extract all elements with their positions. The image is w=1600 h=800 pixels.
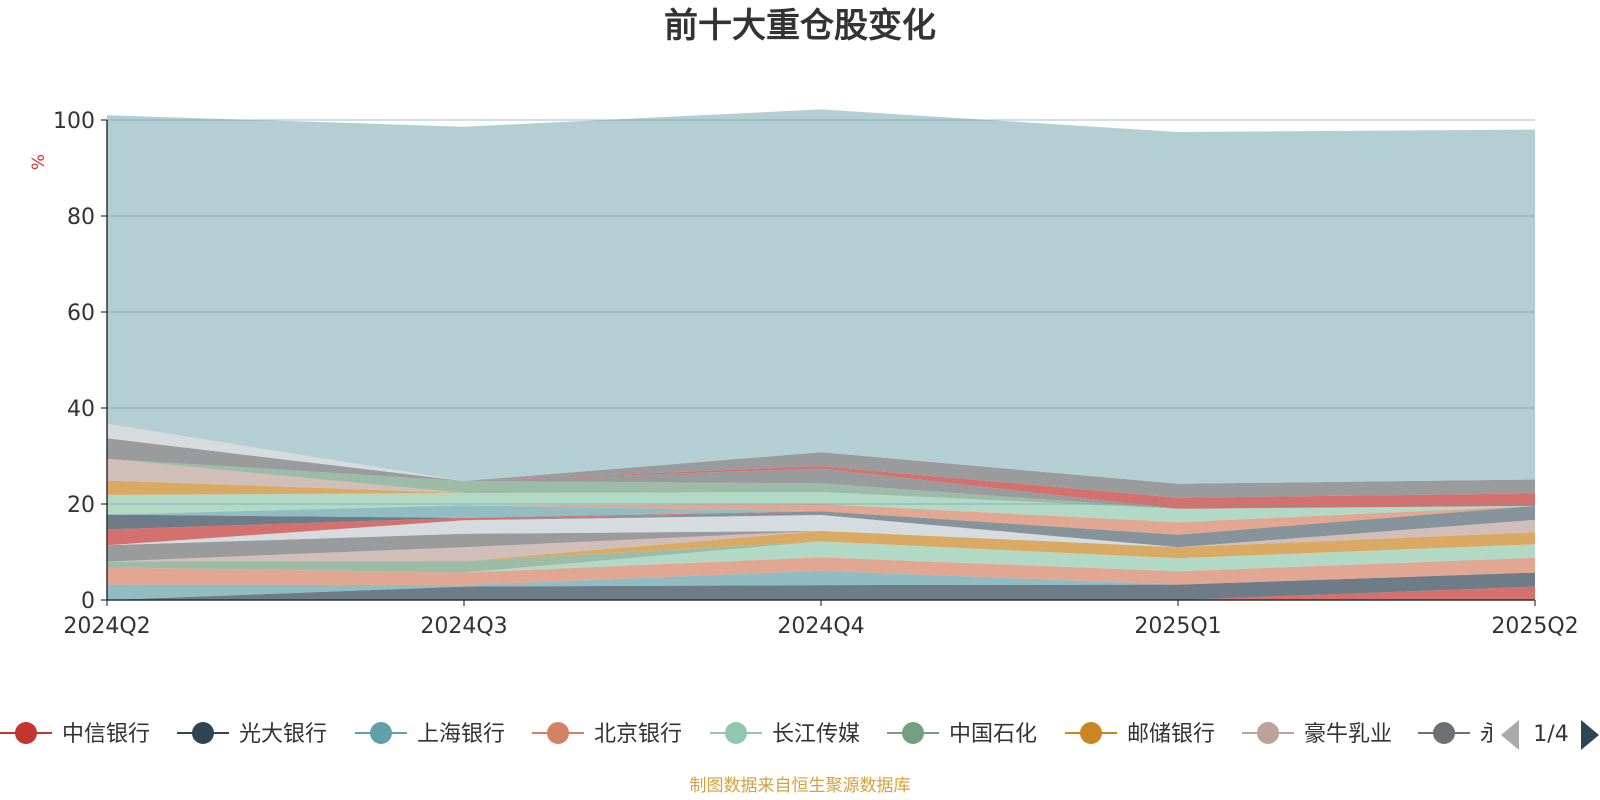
area-其他 xyxy=(107,109,1535,484)
legend-item[interactable]: 长江传媒 xyxy=(710,722,860,747)
y-axis-unit: % xyxy=(29,154,49,170)
legend-item[interactable]: 北京银行 xyxy=(532,722,682,747)
legend-label: 上海银行 xyxy=(417,722,505,747)
legend-dot-marker xyxy=(1257,722,1279,744)
x-tick-label: 2024Q3 xyxy=(420,614,507,639)
x-tick-label: 2025Q2 xyxy=(1491,614,1578,639)
legend-dot-marker xyxy=(1433,722,1455,744)
area-中国石化 xyxy=(107,541,1535,573)
legend-dot-marker xyxy=(370,722,392,744)
legend-dot-marker xyxy=(547,722,569,744)
legend-label: 光大银行 xyxy=(239,722,327,747)
area-北京银行 xyxy=(107,557,1535,586)
area-长江传媒 xyxy=(107,541,1535,573)
area-其他七 xyxy=(107,504,1535,535)
legend-label: 中国石化 xyxy=(949,722,1037,747)
legend-label: 豪牛乳业 xyxy=(1304,722,1392,747)
legend-item[interactable]: 永 xyxy=(1418,722,1502,747)
axes: 0 20 40 60 80 100 2024Q2 2024Q3 2024Q4 2025Q1 2025… xyxy=(53,109,1579,639)
legend-dot-marker xyxy=(15,722,37,744)
legend-label: 长江传媒 xyxy=(772,722,860,747)
legend: 中信银行 光大银行 上海银行 北京银行 长江传媒 中国石化 邮储银行 豪牛乳业 永 1/4 xyxy=(0,720,1599,750)
area-中信银行 xyxy=(107,586,1535,600)
area-其他十四 xyxy=(107,423,1535,509)
area-其他二 xyxy=(107,515,1535,548)
y-tick-label: 20 xyxy=(67,493,95,518)
y-tick-label: 40 xyxy=(67,397,95,422)
legend-prev-page-icon[interactable] xyxy=(1501,720,1519,750)
y-tick-label: 0 xyxy=(81,589,95,614)
area-上海银行 xyxy=(107,570,1535,600)
area-光大银行 xyxy=(107,572,1535,600)
legend-dot-marker xyxy=(902,722,924,744)
legend-items: 中信银行 光大银行 上海银行 北京银行 长江传媒 中国石化 邮储银行 豪牛乳业 永 xyxy=(0,722,1502,747)
x-tick-label: 2025Q1 xyxy=(1134,614,1221,639)
legend-next-page-icon[interactable] xyxy=(1581,720,1599,750)
legend-label: 永 xyxy=(1480,722,1502,747)
chart-title: 前十大重仓股变化 xyxy=(664,6,936,46)
grid-lines xyxy=(107,119,1535,505)
area-其他六 xyxy=(107,505,1535,535)
area-其他八 xyxy=(107,492,1535,523)
legend-dot-marker xyxy=(725,722,747,744)
legend-label: 北京银行 xyxy=(594,722,682,747)
x-tick-label: 2024Q2 xyxy=(63,614,150,639)
legend-label: 中信银行 xyxy=(62,722,150,747)
legend-item[interactable]: 中信银行 xyxy=(0,722,150,747)
area-豪牛乳业 xyxy=(107,519,1535,562)
data-source-footer: 制图数据来自恒生聚源数据库 xyxy=(690,776,911,796)
x-tick-label: 2024Q4 xyxy=(777,614,864,639)
plot-areas xyxy=(107,109,1535,600)
area-其他十二 xyxy=(107,438,1535,509)
legend-item[interactable]: 豪牛乳业 xyxy=(1242,722,1392,747)
area-其他一 xyxy=(107,519,1535,562)
y-tick-label: 100 xyxy=(53,109,95,134)
legend-label: 邮储银行 xyxy=(1127,722,1215,747)
area-邮储银行 xyxy=(107,530,1535,562)
legend-item[interactable]: 光大银行 xyxy=(177,722,327,747)
legend-dot-marker xyxy=(1080,722,1102,744)
y-tick-label: 80 xyxy=(67,205,95,230)
legend-dot-marker xyxy=(192,722,214,744)
area-其他十五 xyxy=(107,423,1535,498)
legend-item[interactable]: 中国石化 xyxy=(887,722,1037,747)
legend-page-indicator: 1/4 xyxy=(1533,722,1568,747)
y-tick-label: 60 xyxy=(67,301,95,326)
area-其他三 xyxy=(107,505,1535,548)
area-其他十一 xyxy=(107,458,1535,509)
legend-item[interactable]: 上海银行 xyxy=(355,722,505,747)
legend-item[interactable]: 邮储银行 xyxy=(1065,722,1215,747)
